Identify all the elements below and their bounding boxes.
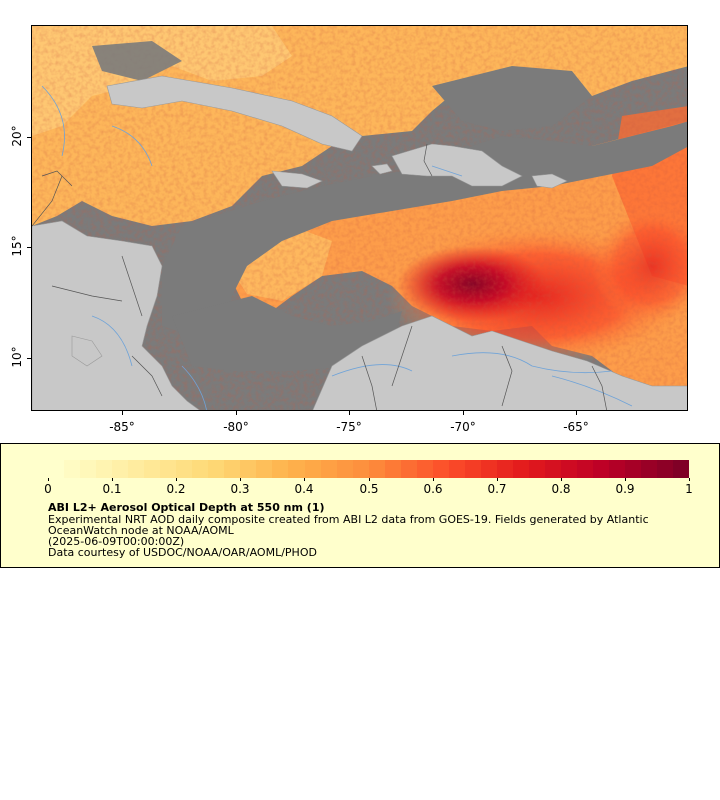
ytick-label-15: 15° [10,235,24,257]
xtick-mark [236,411,237,415]
colorbar-swatch [144,460,161,478]
colorbar-swatch [224,460,241,478]
colorbar-swatch [657,460,674,478]
colorbar-swatch [304,460,321,478]
colorbar-swatch [384,460,401,478]
colorbar-tick-label: 0.6 [423,482,443,496]
colorbar-swatch [625,460,642,478]
colorbar-swatch [528,460,545,478]
colorbar-swatch [128,460,145,478]
colorbar-swatch [192,460,209,478]
colorbar-swatch [561,460,578,478]
ytick-mark [27,137,31,138]
colorbar-tick-label: 0 [44,482,52,496]
colorbar-tick-label: 0.2 [166,482,186,496]
legend-description: Experimental NRT AOD daily composite cre… [48,514,688,558]
colorbar [48,460,690,478]
ytick-mark [27,358,31,359]
legend-panel: 0 0.1 0.2 0.3 0.4 0.5 0.6 0.7 0.8 0.9 1 ABI L2+ Ae… [0,443,720,568]
colorbar-tick [304,478,305,481]
colorbar-tick [689,478,690,481]
legend-title: ABI L2+ Aerosol Optical Depth at 550 nm … [48,501,325,514]
colorbar-tick [112,478,113,481]
colorbar-swatch [464,460,481,478]
colorbar-tick [433,478,434,481]
legend-desc-line-4: Data courtesy of USDOC/NOAA/OAR/AOML/PHO… [48,546,317,559]
colorbar-swatch [416,460,433,478]
xtick-mark [576,411,577,415]
colorbar-tick [176,478,177,481]
legend-desc-line-1: Experimental NRT AOD daily composite cre… [48,513,649,526]
colorbar-tick [48,478,49,481]
land-layer [32,75,687,410]
xtick-label-70: -70° [450,420,476,434]
colorbar-swatch [577,460,594,478]
xtick-mark [463,411,464,415]
colorbar-swatch [609,460,626,478]
colorbar-tick-label: 0.5 [359,482,379,496]
colorbar-swatch [512,460,529,478]
colorbar-swatch [641,460,658,478]
colorbar-swatch [496,460,513,478]
colorbar-swatch [544,460,561,478]
colorbar-swatch [64,460,81,478]
colorbar-swatch [368,460,385,478]
colorbar-swatch [160,460,177,478]
colorbar-swatch [288,460,305,478]
colorbar-tick-label: 0.9 [615,482,635,496]
colorbar-swatch [112,460,129,478]
colorbar-tick-label: 0.8 [551,482,571,496]
xtick-mark [349,411,350,415]
colorbar-swatch [336,460,353,478]
colorbar-swatch [208,460,225,478]
xtick-label-75: -75° [336,420,362,434]
colorbar-swatch [352,460,369,478]
ytick-mark [27,247,31,248]
xtick-label-80: -80° [223,420,249,434]
xtick-mark [122,411,123,415]
colorbar-tick-label: 0.7 [487,482,507,496]
aod-map [32,26,687,410]
colorbar-swatch [48,460,65,478]
map-area[interactable] [31,25,688,411]
colorbar-swatch [240,460,257,478]
colorbar-swatch [432,460,449,478]
ytick-label-20: 20° [10,125,24,147]
colorbar-swatch [176,460,193,478]
colorbar-tick [561,478,562,481]
xtick-label-65: -65° [563,420,589,434]
colorbar-tick [369,478,370,481]
river-layer [41,85,633,410]
colorbar-swatch [400,460,417,478]
colorbar-tick [497,478,498,481]
colorbar-tick [625,478,626,481]
legend-desc-line-3: (2025-06-09T00:00:00Z) [48,535,185,548]
colorbar-swatch [673,460,690,478]
colorbar-swatch [320,460,337,478]
colorbar-swatch [256,460,273,478]
colorbar-tick [240,478,241,481]
colorbar-tick-label: 0.4 [294,482,314,496]
colorbar-swatch [448,460,465,478]
ytick-label-10: 10° [10,346,24,368]
colorbar-swatch [480,460,497,478]
legend-desc-line-2: OceanWatch node at NOAA/AOML [48,524,234,537]
no-data-patches [92,41,687,371]
colorbar-tick-label: 0.3 [230,482,250,496]
colorbar-swatch [80,460,97,478]
colorbar-swatch [593,460,610,478]
border-layer [32,143,607,410]
colorbar-swatch [96,460,113,478]
colorbar-tick-label: 0.1 [102,482,122,496]
xtick-label-85: -85° [109,420,135,434]
colorbar-tick-label: 1 [685,482,693,496]
colorbar-swatch [272,460,289,478]
